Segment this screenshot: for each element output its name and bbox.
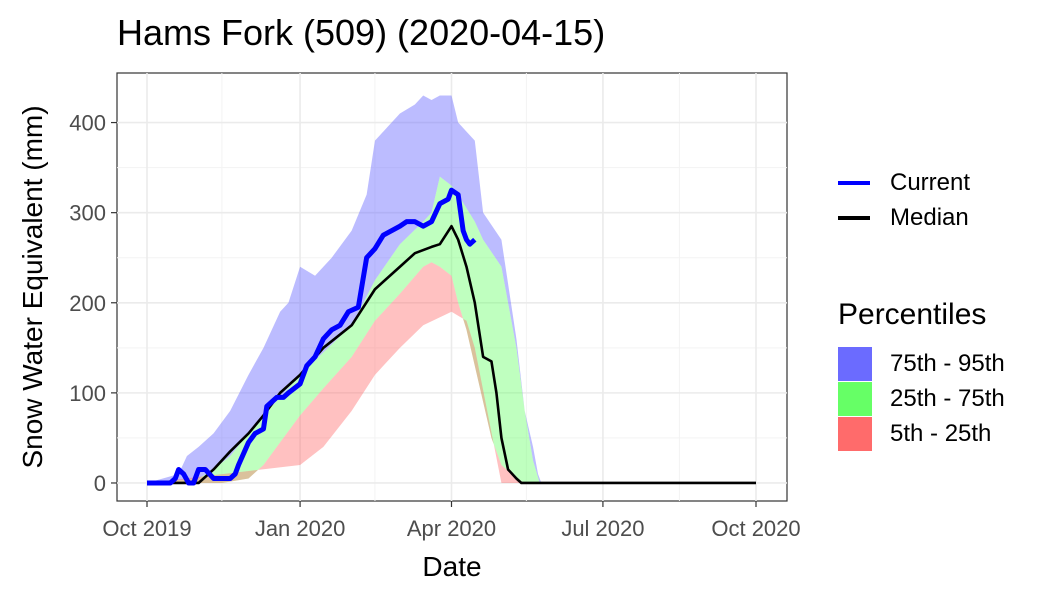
series-current-line bbox=[147, 187, 477, 486]
band-p75-95 bbox=[147, 95, 542, 483]
legend-key-p25-75 bbox=[838, 381, 872, 416]
grid-major bbox=[117, 73, 787, 501]
legend-lines: Current Median bbox=[838, 165, 970, 235]
legend-label-current: Current bbox=[890, 168, 971, 196]
x-tick-label: Oct 2020 bbox=[711, 516, 800, 541]
legend-item-p75-95: 75th - 95th bbox=[838, 346, 1005, 381]
band-p25-75 bbox=[147, 176, 540, 483]
y-tick-label: 0 bbox=[94, 471, 106, 496]
legend-percentiles: Percentiles 75th - 95th 25th - 75th 5th … bbox=[838, 298, 1005, 451]
legend-item-p5-25: 5th - 25th bbox=[838, 416, 1005, 451]
legend-label-p5-25: 5th - 25th bbox=[890, 419, 992, 447]
legend-key-p5-25 bbox=[838, 416, 872, 451]
legend-item-median: Median bbox=[838, 200, 970, 235]
y-tick-label: 400 bbox=[69, 111, 106, 136]
legend-label-p25-75: 25th - 75th bbox=[890, 384, 1005, 412]
legend-label-p75-95: 75th - 95th bbox=[890, 349, 1005, 377]
axes: Oct 2019 Jan 2020 Apr 2020 Jul 2020 Oct 2020… bbox=[69, 111, 800, 541]
legend-item-p25-75: 25th - 75th bbox=[838, 381, 1005, 416]
x-tick-label: Jan 2020 bbox=[255, 516, 346, 541]
y-axis-title: Snow Water Equivalent (mm) bbox=[17, 105, 48, 468]
x-tick-label: Jul 2020 bbox=[561, 516, 644, 541]
y-tick-label: 300 bbox=[69, 201, 106, 226]
legend-key-current bbox=[838, 180, 870, 185]
percentile-bands bbox=[147, 95, 756, 483]
series-lines bbox=[147, 187, 756, 486]
series-median-line bbox=[147, 224, 756, 485]
legend-item-current: Current bbox=[838, 165, 970, 200]
legend-key-median bbox=[838, 215, 870, 220]
legend-title-percentiles: Percentiles bbox=[838, 298, 987, 331]
x-tick-label: Oct 2019 bbox=[102, 516, 191, 541]
chart-title: Hams Fork (509) (2020-04-15) bbox=[117, 12, 606, 53]
y-tick-label: 100 bbox=[69, 381, 106, 406]
x-axis-title: Date bbox=[422, 551, 481, 582]
band-p5-25 bbox=[147, 262, 756, 483]
legend-label-median: Median bbox=[890, 203, 969, 231]
x-tick-label: Apr 2020 bbox=[407, 516, 496, 541]
y-tick-label: 200 bbox=[69, 291, 106, 316]
legend-key-p75-95 bbox=[838, 346, 872, 381]
